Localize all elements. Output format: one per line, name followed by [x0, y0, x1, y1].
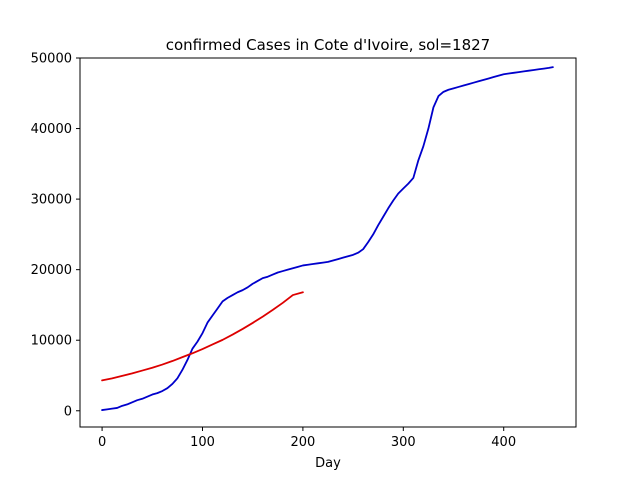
- y-tick-label: 10000: [31, 334, 72, 349]
- x-tick-label: 200: [290, 435, 315, 450]
- y-axis: 0 10000 20000 30000 40000 50000: [31, 52, 80, 419]
- y-tick-label: 50000: [31, 52, 72, 67]
- series-line-0: [101, 66, 554, 411]
- x-tick-label: 0: [98, 435, 106, 450]
- x-tick-label: 300: [391, 435, 416, 450]
- x-axis: 0 100 200 300 400: [98, 427, 516, 450]
- x-tick-label: 100: [190, 435, 215, 450]
- series-line-1: [101, 291, 304, 382]
- y-tick-label: 0: [64, 404, 72, 419]
- chart-title: confirmed Cases in Cote d'Ivoire, sol=18…: [166, 36, 490, 54]
- plot-area: [80, 58, 576, 427]
- y-tick-label: 30000: [31, 193, 72, 208]
- plot-frame: [79, 57, 577, 428]
- series-layer: [101, 66, 554, 411]
- y-tick-label: 20000: [31, 263, 72, 278]
- x-axis-label: Day: [315, 456, 341, 471]
- y-tick-label: 40000: [31, 122, 72, 137]
- x-tick-label: 400: [491, 435, 516, 450]
